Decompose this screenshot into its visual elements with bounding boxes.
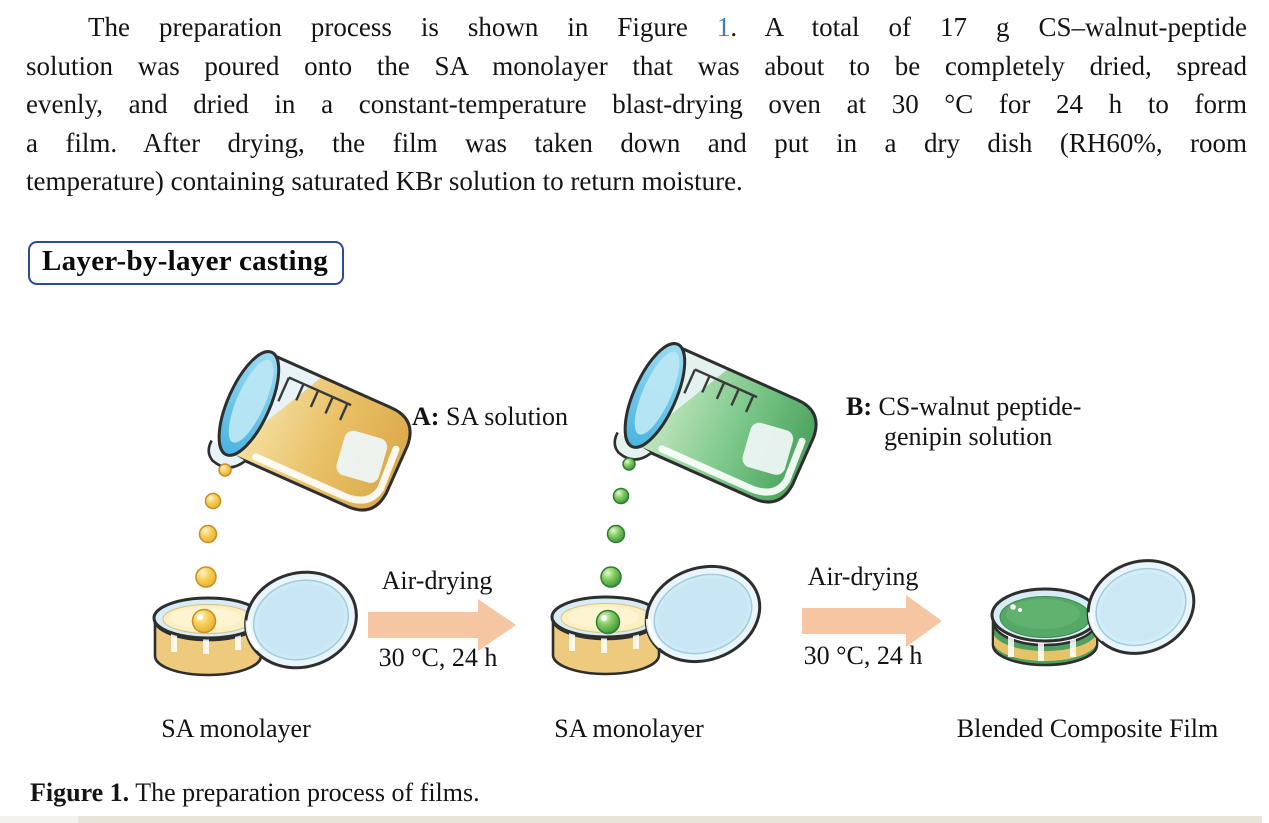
beaker-b-icon — [613, 342, 818, 504]
paragraph-line-2: solution was poured onto the SA monolaye… — [26, 50, 1247, 81]
figure-caption: Figure 1. The preparation process of fil… — [30, 778, 480, 808]
layer-by-layer-casting-box: Layer-by-layer casting — [28, 241, 345, 285]
paragraph-line-5: temperature) containing saturated KBr so… — [26, 166, 743, 196]
figure-1-link[interactable]: 1 — [716, 12, 731, 42]
figure-caption-text: The preparation process of films. — [129, 778, 480, 807]
paragraph-line-1: The preparation process is shown in Figu… — [26, 8, 1247, 47]
petri-dish-2-icon — [550, 595, 662, 676]
bottom-edge-strip — [78, 816, 1262, 823]
dish1-label: SA monolayer — [161, 714, 311, 743]
beaker-a-label: A: SA solution — [412, 402, 568, 432]
arrow2-label-bottom: 30 °C, 24 h — [803, 641, 923, 670]
arrow2-label-top: Air-drying — [807, 562, 919, 591]
beaker-scale-ticks — [683, 368, 758, 413]
paragraph-line-4: a film. After drying, the film was taken… — [26, 127, 1247, 158]
paragraph-text: . A total of 17 g CS–walnut-peptide — [730, 12, 1247, 42]
paragraph-line-3: evenly, and dried in a constant-temperat… — [26, 89, 1247, 119]
dish3-label: Blended Composite Film — [956, 714, 1219, 743]
beaker-b-label-letter: B: — [846, 392, 872, 421]
paragraph: The preparation process is shown in Figu… — [26, 8, 1247, 201]
arrow1-label-bottom: 30 °C, 24 h — [378, 643, 498, 672]
petri-lid-1-icon — [244, 570, 358, 670]
dish2-label: SA monolayer — [554, 714, 704, 743]
beaker-scale-ticks — [277, 376, 352, 421]
figure-caption-number: Figure 1. — [30, 778, 130, 807]
arrow1-label-top: Air-drying — [381, 566, 493, 595]
yellow-droplet-on-dish — [191, 608, 217, 634]
beaker-a-label-text: SA solution — [439, 402, 569, 431]
petri-dish-3-icon — [990, 587, 1100, 667]
bottom-edge-strip-left — [0, 816, 78, 823]
beaker-b-label-line1: CS-walnut peptide- — [872, 392, 1082, 421]
process-arrow-1-icon — [368, 599, 516, 651]
beaker-b-label-line2: genipin solution — [884, 422, 1053, 451]
green-droplets-icon — [600, 457, 636, 588]
figure-1-illustration — [152, 342, 1196, 677]
beaker-a-label-letter: A: — [412, 402, 440, 431]
beaker-b-label: B: CS-walnut peptide- genipin solution — [846, 392, 1081, 452]
process-arrow-2-icon — [802, 595, 942, 647]
green-droplet-on-dish — [595, 609, 621, 635]
petri-lid-3-icon — [1086, 559, 1196, 655]
yellow-droplets-icon — [195, 463, 232, 588]
paragraph-text: The preparation process is shown in Figu… — [88, 12, 717, 42]
petri-lid-2-icon — [644, 564, 762, 664]
beaker-a-icon — [207, 350, 412, 512]
